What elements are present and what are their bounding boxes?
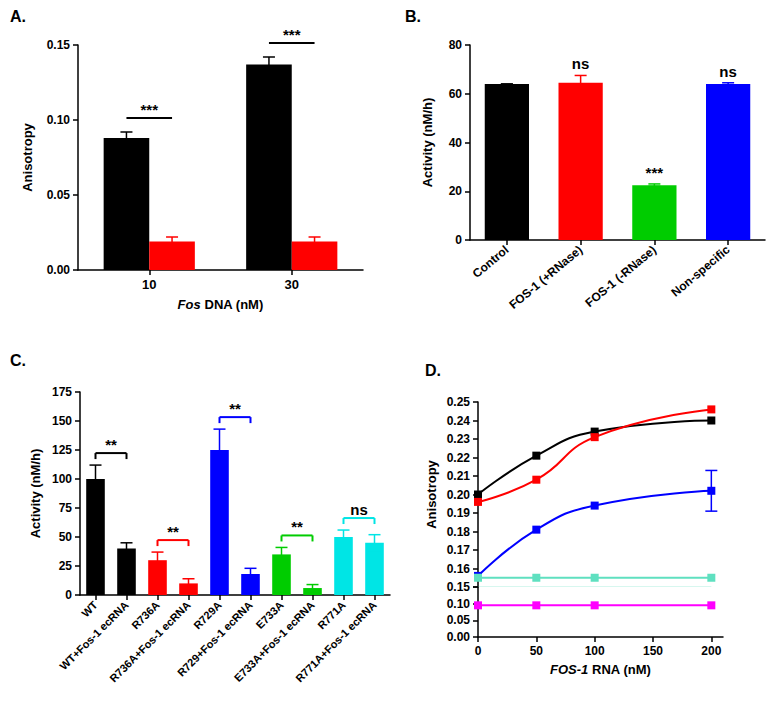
svg-text:150: 150 [52,414,72,428]
svg-text:***: *** [283,26,301,43]
svg-text:R771A+Fos-1 ecRNA: R771A+Fos-1 ecRNA [293,599,379,685]
svg-text:10: 10 [142,277,156,292]
svg-text:Anisotropy: Anisotropy [424,459,439,528]
svg-text:0.25: 0.25 [447,395,471,409]
svg-text:Anisotropy: Anisotropy [20,122,35,191]
svg-text:50: 50 [530,644,544,658]
svg-text:0.16: 0.16 [447,562,471,576]
svg-text:150: 150 [643,644,663,658]
svg-text:R736A: R736A [129,598,162,632]
svg-text:100: 100 [585,644,605,658]
svg-text:ns: ns [572,55,590,72]
svg-text:**: ** [105,436,117,453]
svg-text:WT: WT [79,599,100,620]
svg-text:200: 200 [701,644,721,658]
svg-text:***: *** [646,164,664,181]
svg-text:Control: Control [470,243,512,281]
svg-text:D.: D. [425,362,441,379]
svg-text:40: 40 [449,136,463,150]
svg-text:C.: C. [10,352,26,369]
svg-text:0.05: 0.05 [47,188,71,202]
svg-text:FOS-1: FOS-1 [550,662,588,677]
svg-text:0.10: 0.10 [447,597,471,611]
svg-text:30: 30 [285,277,299,292]
svg-text:0.05: 0.05 [447,613,471,627]
svg-text:0: 0 [455,233,462,247]
svg-text:R729A: R729A [191,598,224,632]
svg-text:A.: A. [10,8,26,25]
svg-text:0.18: 0.18 [447,525,471,539]
svg-text:**: ** [291,518,303,535]
svg-text:0.00: 0.00 [447,630,471,644]
svg-text:***: *** [140,101,158,118]
svg-text:80: 80 [449,38,463,52]
svg-text:175: 175 [52,385,72,399]
svg-text:0.24: 0.24 [447,414,471,428]
svg-text:Activity (nM/h): Activity (nM/h) [28,449,43,539]
svg-text:25: 25 [59,559,73,573]
svg-text:R736A+Fos-1 ecRNA: R736A+Fos-1 ecRNA [107,598,193,685]
svg-text:0.22: 0.22 [447,451,471,465]
svg-text:75: 75 [59,501,73,515]
svg-text:Fos: Fos [178,297,201,312]
svg-text:ns: ns [350,501,368,518]
svg-text:0: 0 [475,644,482,658]
svg-text:60: 60 [449,87,463,101]
svg-text:E733A+Fos-1 ecRNA: E733A+Fos-1 ecRNA [231,598,317,684]
svg-text:RNA (nM): RNA (nM) [588,662,650,677]
svg-text:125: 125 [52,443,72,457]
svg-text:FOS-1 (+RNase): FOS-1 (+RNase) [506,243,585,312]
svg-text:0.21: 0.21 [447,469,471,483]
svg-text:**: ** [167,523,179,540]
svg-text:0.15: 0.15 [47,38,71,52]
svg-text:0.10: 0.10 [47,113,71,127]
svg-text:**: ** [229,400,241,417]
svg-text:Activity (nM/h): Activity (nM/h) [420,98,435,188]
svg-text:B.: B. [405,8,421,25]
svg-text:R729+Fos-1 ecRNA: R729+Fos-1 ecRNA [174,598,255,679]
svg-text:100: 100 [52,472,72,486]
svg-text:50: 50 [59,530,73,544]
svg-text:E733A: E733A [253,598,286,631]
svg-text:DNA (nM): DNA (nM) [201,297,263,312]
svg-text:0.20: 0.20 [447,488,471,502]
svg-text:0.19: 0.19 [447,506,471,520]
svg-text:20: 20 [449,184,463,198]
svg-text:0.17: 0.17 [447,543,471,557]
svg-text:ns: ns [719,63,737,80]
svg-text:0: 0 [65,588,72,602]
svg-text:Non-specific: Non-specific [668,242,732,299]
svg-text:0.00: 0.00 [47,263,71,277]
svg-text:WT+Fos-1 ecRNA: WT+Fos-1 ecRNA [57,599,130,672]
svg-text:0.23: 0.23 [447,432,471,446]
svg-text:FOS-1 (-RNase): FOS-1 (-RNase) [582,243,658,310]
svg-text:0.15: 0.15 [447,580,471,594]
